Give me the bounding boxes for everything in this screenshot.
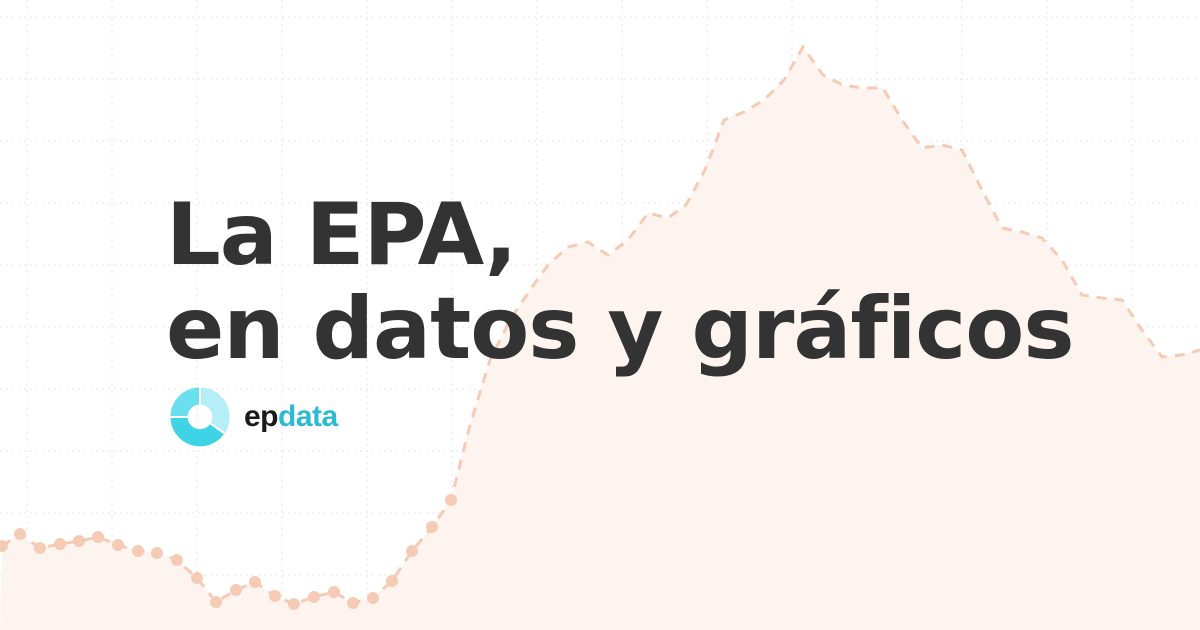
headline-line-2: en datos y gráficos (166, 279, 1075, 379)
brand-ep: ep (244, 400, 279, 433)
chart-point (426, 521, 438, 533)
chart-point (406, 545, 418, 557)
chart-point (54, 538, 66, 550)
headline-line-1: La EPA, (166, 185, 517, 285)
chart-area (0, 47, 1200, 630)
chart-point (386, 575, 398, 587)
brand-name: epdata (244, 400, 338, 434)
headline: La EPA, en datos y gráficos (166, 185, 1075, 379)
chart-point (367, 592, 379, 604)
chart-point (210, 596, 222, 608)
brand-data: data (278, 400, 338, 433)
chart-point (0, 540, 8, 552)
chart-point (269, 590, 281, 602)
chart-point (73, 535, 85, 547)
chart-point (112, 539, 124, 551)
chart-point (249, 576, 261, 588)
chart-point (132, 545, 144, 557)
chart-point (92, 531, 104, 543)
donut-chart-icon (170, 387, 230, 447)
chart-point (171, 554, 183, 566)
epdata-logo: epdata (170, 387, 338, 447)
chart-point (191, 572, 203, 584)
chart-points (0, 494, 457, 610)
chart-point (230, 584, 242, 596)
chart-point (288, 598, 300, 610)
chart-point (14, 528, 26, 540)
chart-point (34, 542, 46, 554)
chart-point (445, 494, 457, 506)
chart-point (308, 591, 320, 603)
chart-point (151, 547, 163, 559)
chart-point (328, 586, 340, 598)
chart-point (347, 597, 359, 609)
